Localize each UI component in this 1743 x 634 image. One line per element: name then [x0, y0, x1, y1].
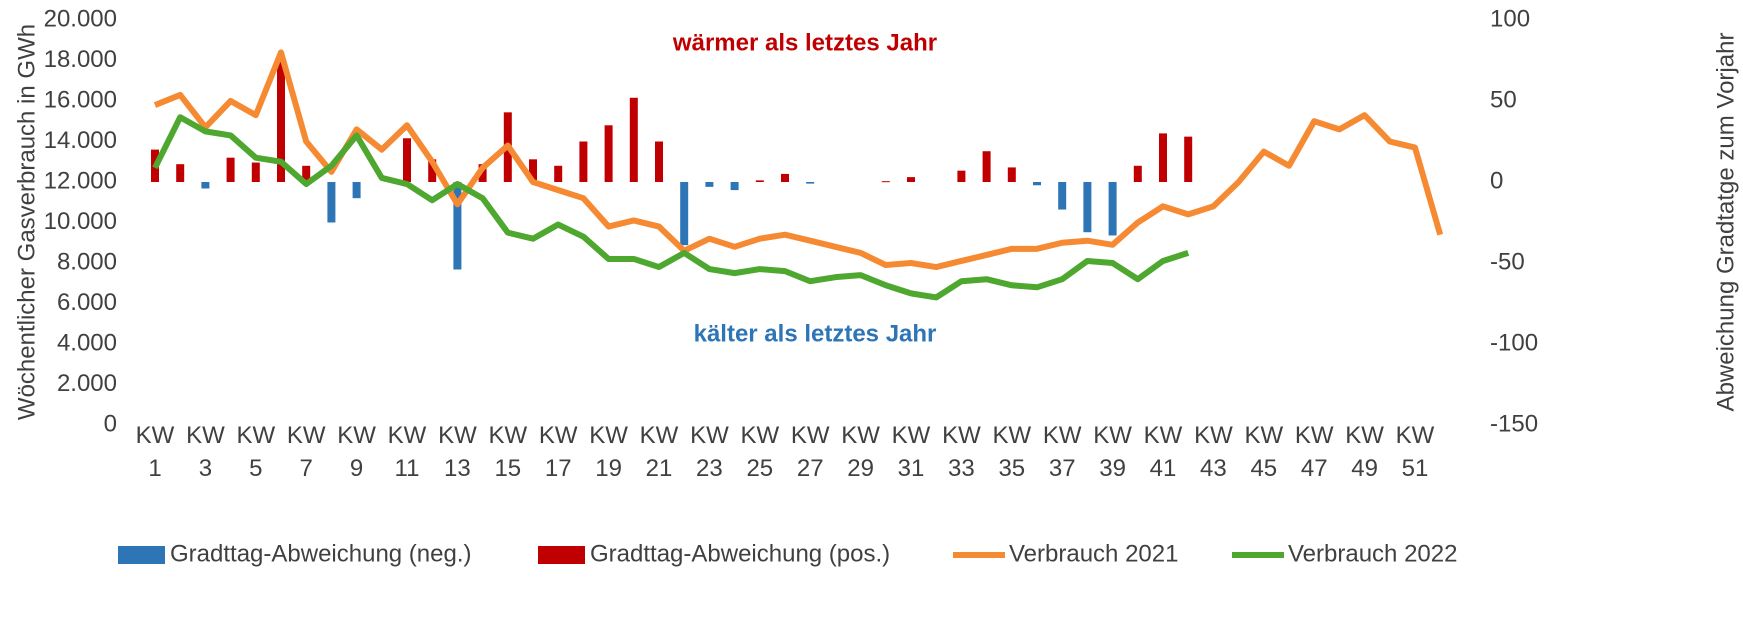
y-tick-label: 20.000 [44, 5, 117, 32]
bar [554, 165, 563, 182]
x-tick-label: KW 1 [136, 422, 175, 482]
legend-swatch [538, 546, 585, 564]
y2-tick-label: -50 [1490, 248, 1525, 275]
bar [579, 141, 588, 182]
bar [781, 173, 789, 182]
legend-label: Gradttag-Abweichung (neg.) [170, 540, 472, 567]
bar [629, 97, 638, 182]
bar [705, 182, 714, 187]
bar [1083, 182, 1092, 233]
bar [176, 164, 185, 182]
bar [453, 182, 462, 270]
x-tick-label: KW 49 [1345, 422, 1384, 482]
y-tick-label: 4.000 [57, 329, 117, 356]
y-tick-label: 14.000 [44, 127, 117, 154]
bar [730, 182, 739, 191]
legend-label: Verbrauch 2022 [1288, 540, 1457, 567]
bar [302, 165, 311, 182]
bar [201, 182, 210, 189]
x-tick-label: KW 3 [186, 422, 225, 482]
y-tick-label: 18.000 [44, 46, 117, 73]
x-tick-label: KW 31 [892, 422, 931, 482]
y-tick-label: 8.000 [57, 248, 117, 275]
bar [881, 181, 890, 183]
annotation-cold: kälter als letztes Jahr [694, 320, 937, 347]
x-tick-label: KW 25 [740, 422, 779, 482]
x-tick-label: KW 5 [236, 422, 275, 482]
y-axis-title: Wöchentlicher Gasverbrauch in GWh [13, 24, 40, 420]
bar [403, 138, 411, 182]
bar [1133, 165, 1142, 182]
y2-tick-label: -100 [1490, 329, 1538, 356]
y-tick-label: 16.000 [44, 86, 117, 113]
x-tick-label: KW 51 [1396, 422, 1435, 482]
annotation-warm: wärmer als letztes Jahr [672, 29, 937, 56]
x-tick-label: KW 43 [1194, 422, 1233, 482]
y2-tick-label: 100 [1490, 5, 1530, 32]
bar [655, 141, 663, 182]
x-tick-label: KW 11 [388, 422, 427, 482]
x-tick-label: KW 45 [1244, 422, 1283, 482]
x-tick-label: KW 7 [287, 422, 326, 482]
legend-swatch [118, 546, 165, 564]
y2-tick-label: 50 [1490, 86, 1517, 113]
bar [907, 177, 915, 182]
bar [1007, 167, 1016, 182]
y-tick-label: 6.000 [57, 289, 117, 316]
y2-tick-label: 0 [1490, 167, 1503, 194]
x-tick-label: KW 15 [488, 422, 527, 482]
x-tick-label: KW 41 [1144, 422, 1183, 482]
bar [1159, 133, 1167, 182]
bar [251, 162, 260, 182]
x-tick-label: KW 21 [640, 422, 679, 482]
bar [277, 60, 285, 182]
line [152, 114, 1190, 301]
bar [352, 182, 361, 199]
x-tick-label: KW 47 [1295, 422, 1334, 482]
bar [755, 180, 764, 182]
bar [957, 170, 966, 182]
x-tick-label: KW 17 [539, 422, 578, 482]
bar [428, 159, 437, 182]
bar [604, 125, 613, 182]
y-tick-label: 12.000 [44, 167, 117, 194]
bar [1033, 182, 1041, 186]
y2-axis-title: Abweichung Gradtatge zum Vorjahr [1712, 33, 1739, 412]
bar [806, 182, 815, 184]
x-tick-label: KW 27 [791, 422, 830, 482]
line [153, 49, 1444, 271]
legend-label: Verbrauch 2021 [1009, 540, 1178, 567]
bar [226, 157, 235, 182]
legend-label: Gradttag-Abweichung (pos.) [590, 540, 890, 567]
bar [529, 159, 537, 182]
bar [982, 151, 991, 182]
x-tick-label: KW 13 [438, 422, 477, 482]
bar [1184, 136, 1193, 182]
bar [1108, 182, 1117, 236]
y-tick-label: 0 [104, 410, 117, 437]
bar [1058, 182, 1067, 210]
y2-tick-label: -150 [1490, 410, 1538, 437]
x-tick-label: KW 33 [942, 422, 981, 482]
x-tick-label: KW 37 [1043, 422, 1082, 482]
bar [327, 182, 336, 223]
x-tick-label: KW 9 [337, 422, 376, 482]
y-tick-label: 2.000 [57, 370, 117, 397]
y-tick-label: 10.000 [44, 208, 117, 235]
bar [680, 182, 689, 246]
x-tick-label: KW 39 [1093, 422, 1132, 482]
x-tick-label: KW 19 [589, 422, 628, 482]
x-tick-label: KW 23 [690, 422, 729, 482]
x-tick-label: KW 35 [992, 422, 1031, 482]
x-tick-label: KW 29 [841, 422, 880, 482]
